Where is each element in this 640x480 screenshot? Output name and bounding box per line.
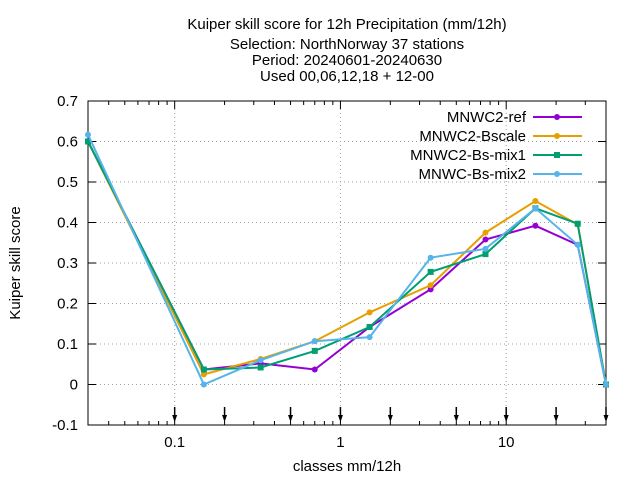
title-line: Period: 20240601-20240630 [252, 52, 442, 69]
data-point [200, 381, 207, 388]
data-point [85, 131, 91, 138]
class-marker-arrowhead [222, 415, 228, 422]
series-lines [85, 131, 609, 388]
y-tick-label: -0.1 [52, 417, 78, 434]
y-tick-label: 0 [70, 377, 78, 394]
title-line: Used 00,06,12,18 + 12-00 [260, 68, 434, 85]
legend-label: MNWC2-Bs-mix1 [410, 147, 526, 164]
class-marker-arrowhead [337, 415, 343, 422]
data-point [311, 347, 318, 354]
data-point [532, 205, 539, 212]
grid [88, 101, 606, 425]
class-marker-arrowhead [288, 415, 294, 422]
data-point [532, 198, 539, 205]
data-point [427, 268, 434, 275]
x-tick-label: 1 [336, 434, 344, 451]
data-point [482, 236, 489, 243]
axis-ticks: -0.1 0 0.1 0.2 0.3 0.4 0.5 0.6 0.7 0.1 1 10 [52, 93, 606, 451]
class-marker-arrowhead [603, 415, 609, 422]
y-tick-label: 0.4 [57, 215, 78, 232]
legend-marker [554, 152, 560, 158]
data-point [532, 222, 539, 229]
series-line [87, 141, 607, 385]
data-point [257, 357, 264, 364]
legend-label: MNWC2-Bscale [419, 128, 526, 145]
series-mnwc2-bs-mix1 [85, 138, 609, 388]
x-axis-label: classes mm/12h [293, 458, 401, 475]
chart-title: Kuiper skill score for 12h Precipitation… [187, 16, 506, 85]
data-point [200, 366, 207, 373]
data-point [311, 366, 318, 373]
data-point [257, 364, 264, 371]
y-tick-label: 0.5 [57, 174, 78, 191]
data-point [427, 282, 434, 289]
legend-marker [554, 133, 560, 139]
data-point [482, 229, 489, 236]
y-tick-label: 0.1 [57, 336, 78, 353]
data-point [574, 241, 581, 248]
y-tick-label: 0.6 [57, 134, 78, 151]
data-point [366, 323, 373, 330]
data-point [366, 334, 373, 341]
data-point [85, 138, 91, 145]
legend-label: MNWC2-ref [447, 109, 527, 126]
x-tick-label: 0.1 [164, 434, 185, 451]
class-marker-arrowhead [503, 415, 509, 422]
class-marker-arrowhead [453, 415, 459, 422]
data-point [366, 309, 373, 316]
legend-label: MNWC-Bs-mix2 [419, 166, 526, 183]
title-line: Selection: NorthNorway 37 stations [230, 36, 464, 53]
class-markers [172, 407, 609, 422]
legend-marker [554, 114, 560, 120]
y-axis-label: Kuiper skill score [7, 206, 24, 319]
data-point [482, 251, 489, 258]
series-mnwc-bs-mix2 [85, 131, 609, 388]
data-point [311, 338, 318, 345]
y-tick-label: 0.3 [57, 255, 78, 272]
series-mnwc2-ref [85, 138, 609, 388]
title-line: Kuiper skill score for 12h Precipitation… [187, 16, 506, 33]
legend: MNWC2-ref MNWC2-Bscale MNWC2-Bs-mix1 MNWC-B… [410, 109, 582, 183]
data-point [603, 381, 609, 388]
data-point [574, 220, 581, 227]
legend-marker [554, 171, 560, 177]
y-tick-label: 0.7 [57, 93, 78, 110]
data-point [427, 254, 434, 261]
series-line [87, 134, 607, 386]
class-marker-arrowhead [172, 415, 178, 422]
class-marker-arrowhead [387, 415, 393, 422]
series-mnwc2-bscale [85, 138, 609, 388]
class-marker-arrowhead [553, 415, 559, 422]
x-tick-label: 10 [498, 434, 515, 451]
y-tick-label: 0.2 [57, 296, 78, 313]
data-point [200, 371, 207, 378]
data-point [482, 245, 489, 252]
